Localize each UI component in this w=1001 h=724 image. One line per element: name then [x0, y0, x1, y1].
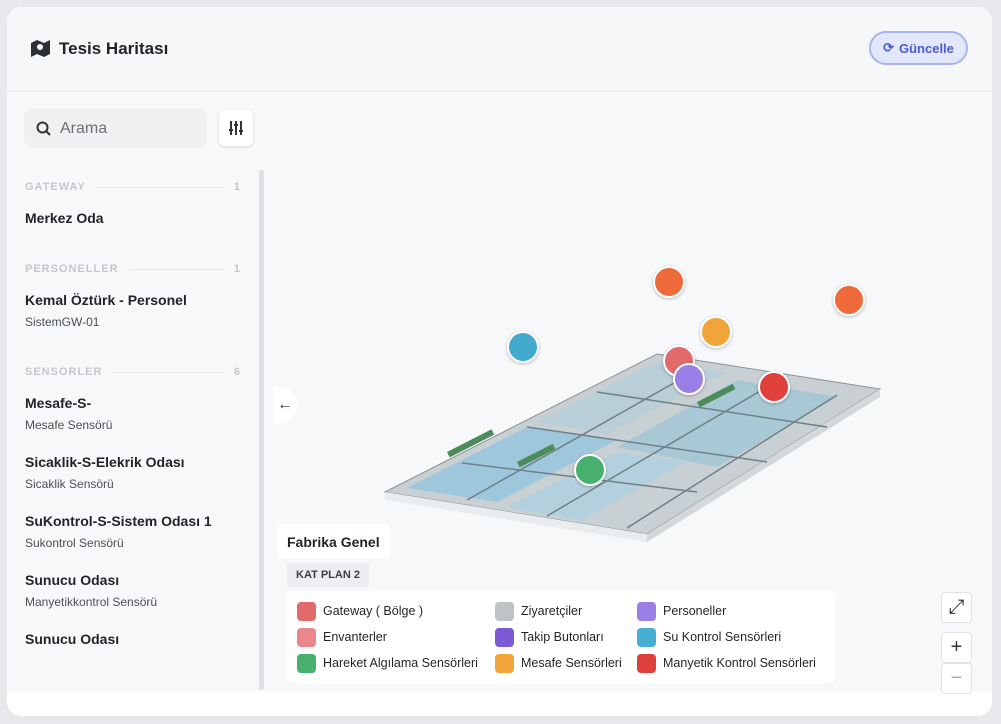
- legend-item: Takip Butonları: [495, 624, 637, 650]
- list-item[interactable]: Kemal Öztürk - Personel SistemGW-01: [7, 280, 257, 339]
- legend-icon: [495, 627, 514, 647]
- filter-icon: [229, 121, 243, 135]
- list-item[interactable]: Sunucu Odası: [7, 619, 257, 657]
- map-marker[interactable]: [833, 284, 865, 316]
- legend-icon: [637, 627, 656, 647]
- item-subtitle: Manyetikkontrol Sensörü: [25, 595, 158, 609]
- legend-icon: [495, 653, 514, 673]
- list-group: SENSORLER 6 Mesafe-S- Mesafe Sensörü Sicakli…: [7, 361, 257, 657]
- sidebar-list: GATEWAY 1 Merkez Oda PERSONELLER 1 Kemal Öztü…: [7, 170, 257, 692]
- map-marker[interactable]: [574, 454, 606, 486]
- item-name: Sunucu Odası: [25, 572, 120, 588]
- legend-label: Manyetik Kontrol Sensörleri: [663, 656, 816, 670]
- map-icon: [31, 40, 50, 57]
- floor-label: KAT PLAN 2: [287, 563, 369, 587]
- header: Tesis Haritası ⟳ Güncelle: [7, 7, 992, 92]
- list-item[interactable]: Sicaklik-S-Elekrik Odası Sicaklik Sensörü: [7, 442, 257, 501]
- scrollbar: [259, 170, 264, 690]
- item-name: Mesafe-S-: [25, 395, 92, 411]
- legend-label: Su Kontrol Sensörleri: [663, 630, 782, 644]
- item-subtitle: Sicaklik Sensörü: [25, 477, 114, 491]
- item-name: Merkez Oda: [25, 210, 104, 226]
- list-item[interactable]: Sunucu Odası Manyetikkontrol Sensörü: [7, 560, 257, 619]
- group-count: 1: [233, 263, 241, 275]
- legend-label: Hareket Algılama Sensörleri: [323, 656, 478, 670]
- refresh-button[interactable]: ⟳ Güncelle: [869, 31, 968, 65]
- divider: [95, 186, 224, 188]
- legend-item: Su Kontrol Sensörleri: [637, 624, 837, 650]
- divider: [112, 371, 224, 373]
- legend-icon: [495, 601, 514, 621]
- legend-label: Gateway ( Bölge ): [323, 604, 424, 618]
- list-item[interactable]: Mesafe-S- Mesafe Sensörü: [7, 383, 257, 442]
- item-subtitle: SistemGW-01: [25, 315, 100, 329]
- group-header: GATEWAY 1: [7, 176, 257, 198]
- map-marker[interactable]: [700, 316, 732, 348]
- filter-button[interactable]: [219, 110, 253, 146]
- group-header: SENSORLER 6: [7, 361, 257, 383]
- search-icon: [36, 121, 51, 136]
- map-marker[interactable]: [673, 363, 705, 395]
- legend-item: Envanterler: [297, 624, 495, 650]
- group-title: SENSORLER: [25, 366, 103, 378]
- item-name: Sunucu Odası: [25, 631, 120, 647]
- legend-icon: [297, 627, 316, 647]
- legend-item: Gateway ( Bölge ): [297, 598, 495, 624]
- legend-label: Takip Butonları: [521, 630, 604, 644]
- content: Arama GATEWAY 1 Merkez Oda PERSONELLER 1 Kema…: [7, 92, 992, 694]
- fullscreen-button[interactable]: ⤢: [941, 592, 972, 623]
- legend-label: Envanterler: [323, 630, 387, 644]
- map-marker[interactable]: [507, 331, 539, 363]
- zoom-in-button[interactable]: +: [941, 632, 972, 663]
- zoom-out-button[interactable]: −: [941, 663, 972, 694]
- item-name: Sicaklik-S-Elekrik Odası: [25, 454, 185, 470]
- refresh-icon: ⟳: [883, 40, 894, 55]
- legend: Gateway ( Bölge ) Envanterler Hareket Algı…: [287, 591, 835, 683]
- legend-item: Hareket Algılama Sensörleri: [297, 650, 495, 676]
- search-placeholder: Arama: [60, 120, 108, 137]
- divider: [128, 268, 224, 270]
- legend-item: Personeller: [637, 598, 837, 624]
- group-title: GATEWAY: [25, 181, 86, 193]
- legend-label: Ziyaretçiler: [521, 604, 583, 618]
- list-group: PERSONELLER 1 Kemal Öztürk - Personel Siste…: [7, 258, 257, 339]
- item-name: SuKontrol-S-Sistem Odası 1: [25, 513, 212, 529]
- group-header: PERSONELLER 1: [7, 258, 257, 280]
- legend-label: Personeller: [663, 604, 727, 618]
- refresh-label: Güncelle: [898, 40, 954, 56]
- item-subtitle: Sukontrol Sensörü: [25, 536, 124, 550]
- list-item[interactable]: Merkez Oda: [7, 198, 257, 236]
- item-subtitle: Mesafe Sensörü: [25, 418, 113, 432]
- legend-label: Mesafe Sensörleri: [521, 656, 622, 670]
- legend-item: Ziyaretçiler: [495, 598, 637, 624]
- legend-item: Manyetik Kontrol Sensörleri: [637, 650, 837, 676]
- floor-plan: [383, 353, 882, 542]
- map-title: Fabrika Genel: [277, 525, 390, 559]
- collapse-button[interactable]: ←: [273, 386, 297, 424]
- item-name: Kemal Öztürk - Personel: [25, 292, 187, 308]
- facility-map-card: Tesis Haritası ⟳ Güncelle Arama GATEWAY 1 M…: [7, 7, 992, 716]
- legend-icon: [637, 601, 656, 621]
- legend-item: Mesafe Sensörleri: [495, 650, 637, 676]
- group-count: 1: [233, 181, 241, 193]
- map-marker[interactable]: [758, 371, 790, 403]
- group-title: PERSONELLER: [25, 263, 119, 275]
- list-group: GATEWAY 1 Merkez Oda: [7, 176, 257, 236]
- group-count: 6: [233, 366, 241, 378]
- legend-icon: [297, 601, 316, 621]
- page-title: Tesis Haritası: [59, 39, 169, 58]
- legend-icon: [297, 653, 316, 673]
- list-item[interactable]: SuKontrol-S-Sistem Odası 1 Sukontrol Sens…: [7, 501, 257, 560]
- search-box[interactable]: Arama: [24, 109, 207, 148]
- map-marker[interactable]: [653, 266, 685, 298]
- legend-icon: [637, 653, 656, 673]
